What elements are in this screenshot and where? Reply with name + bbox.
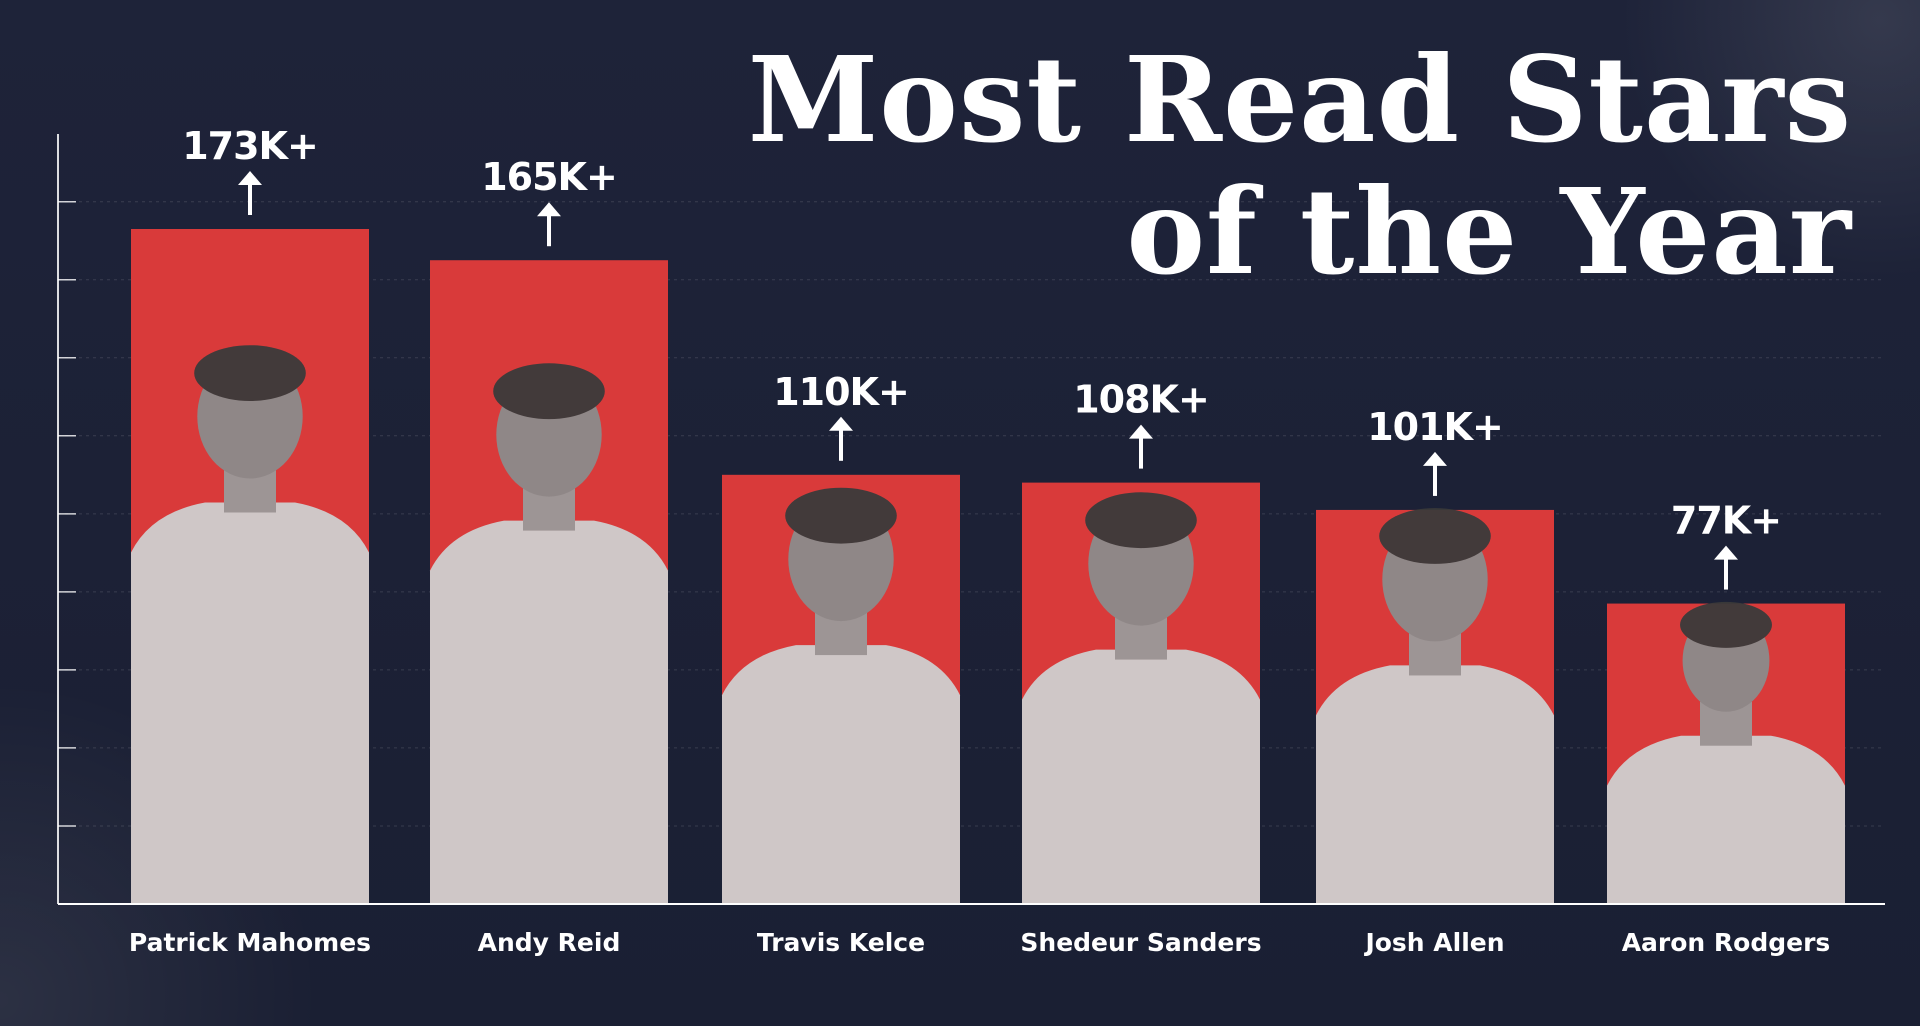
photo-hair: [1379, 508, 1491, 564]
category-label: Andy Reid: [478, 928, 621, 957]
value-label: 101K+: [1367, 405, 1503, 449]
value-label: 173K+: [182, 124, 318, 168]
bar-group: 173K+ Patrick Mahomes: [129, 124, 371, 957]
bar-photo: [1022, 492, 1260, 904]
value-label: 110K+: [773, 370, 909, 414]
category-label: Travis Kelce: [757, 928, 925, 957]
photo-hair: [1680, 601, 1772, 648]
bar-group: 165K+ Andy Reid: [430, 155, 668, 957]
bar-photo: [430, 363, 668, 904]
y-axis: [57, 134, 76, 904]
category-label: Aaron Rodgers: [1622, 928, 1831, 957]
value-label: 108K+: [1073, 378, 1209, 422]
photo-torso: [722, 645, 960, 904]
bar-photo: [1316, 508, 1554, 904]
photo-torso: [430, 520, 668, 904]
up-arrow-head-icon: [1714, 545, 1738, 560]
up-arrow-head-icon: [1129, 424, 1153, 439]
photo-torso: [1022, 649, 1260, 904]
bar-photo: [131, 345, 369, 904]
photo-hair: [785, 487, 897, 544]
photo-hair: [493, 363, 605, 420]
photo-torso: [1607, 735, 1845, 904]
bar-group: 77K+ Aaron Rodgers: [1607, 499, 1845, 957]
bar-photo: [1607, 601, 1845, 904]
photo-torso: [131, 502, 369, 904]
value-label: 165K+: [481, 155, 617, 199]
bar-group: 108K+ Shedeur Sanders: [1020, 378, 1261, 957]
photo-hair: [194, 345, 306, 401]
photo-hair: [1085, 492, 1197, 549]
chart-title: Most Read Stars of the Year: [748, 34, 1852, 298]
bar-group: 101K+ Josh Allen: [1316, 405, 1554, 957]
bar-photo: [722, 487, 960, 904]
up-arrow-head-icon: [537, 202, 561, 217]
chart-title-line-2: of the Year: [1126, 162, 1852, 301]
value-label: 77K+: [1671, 499, 1781, 543]
bar-group: 110K+ Travis Kelce: [722, 370, 960, 957]
up-arrow-head-icon: [829, 416, 853, 431]
up-arrow-head-icon: [238, 171, 262, 185]
chart-title-line-1: Most Read Stars: [747, 30, 1852, 169]
category-label: Josh Allen: [1363, 928, 1504, 957]
category-label: Patrick Mahomes: [129, 928, 371, 957]
up-arrow-head-icon: [1423, 451, 1447, 466]
category-label: Shedeur Sanders: [1020, 928, 1261, 957]
photo-torso: [1316, 665, 1554, 904]
